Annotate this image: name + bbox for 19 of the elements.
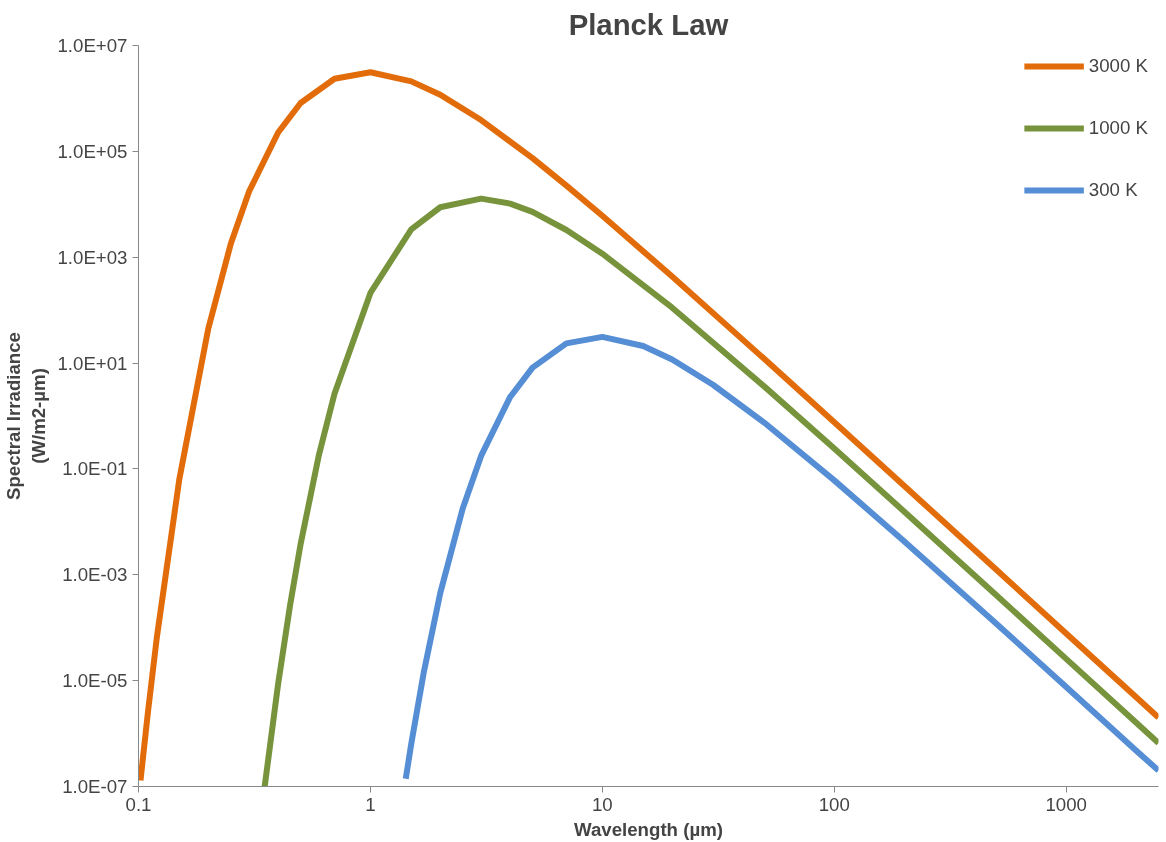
y-tick-label: 1.0E-07: [62, 776, 128, 797]
y-tick-label: 1.0E-01: [62, 458, 128, 480]
y-tick-label: 1.0E+03: [57, 246, 128, 268]
x-tick-label: 1: [365, 793, 376, 815]
legend-label: 3000 K: [1088, 55, 1148, 77]
x-tick-label: 100: [818, 793, 850, 815]
y-tick-label: 1.0E+01: [57, 352, 128, 374]
x-tick-label: 1000: [1045, 793, 1087, 815]
y-tick-label: 1.0E-05: [62, 670, 128, 692]
y-tick-label: 1.0E+05: [57, 140, 128, 162]
x-axis-title: Wavelength (µm): [574, 818, 723, 840]
x-tick-label: 0.1: [125, 793, 152, 815]
chart-title: Planck Law: [568, 7, 729, 41]
x-tick-label: 10: [591, 793, 613, 815]
y-tick-label: 1.0E+07: [57, 35, 128, 56]
legend-label: 300 K: [1088, 179, 1138, 201]
legend-label: 1000 K: [1088, 117, 1148, 139]
y-tick-label: 1.0E-03: [62, 564, 128, 586]
y-axis-title: Spectral Irradiance (W/m2-µm): [3, 331, 50, 500]
